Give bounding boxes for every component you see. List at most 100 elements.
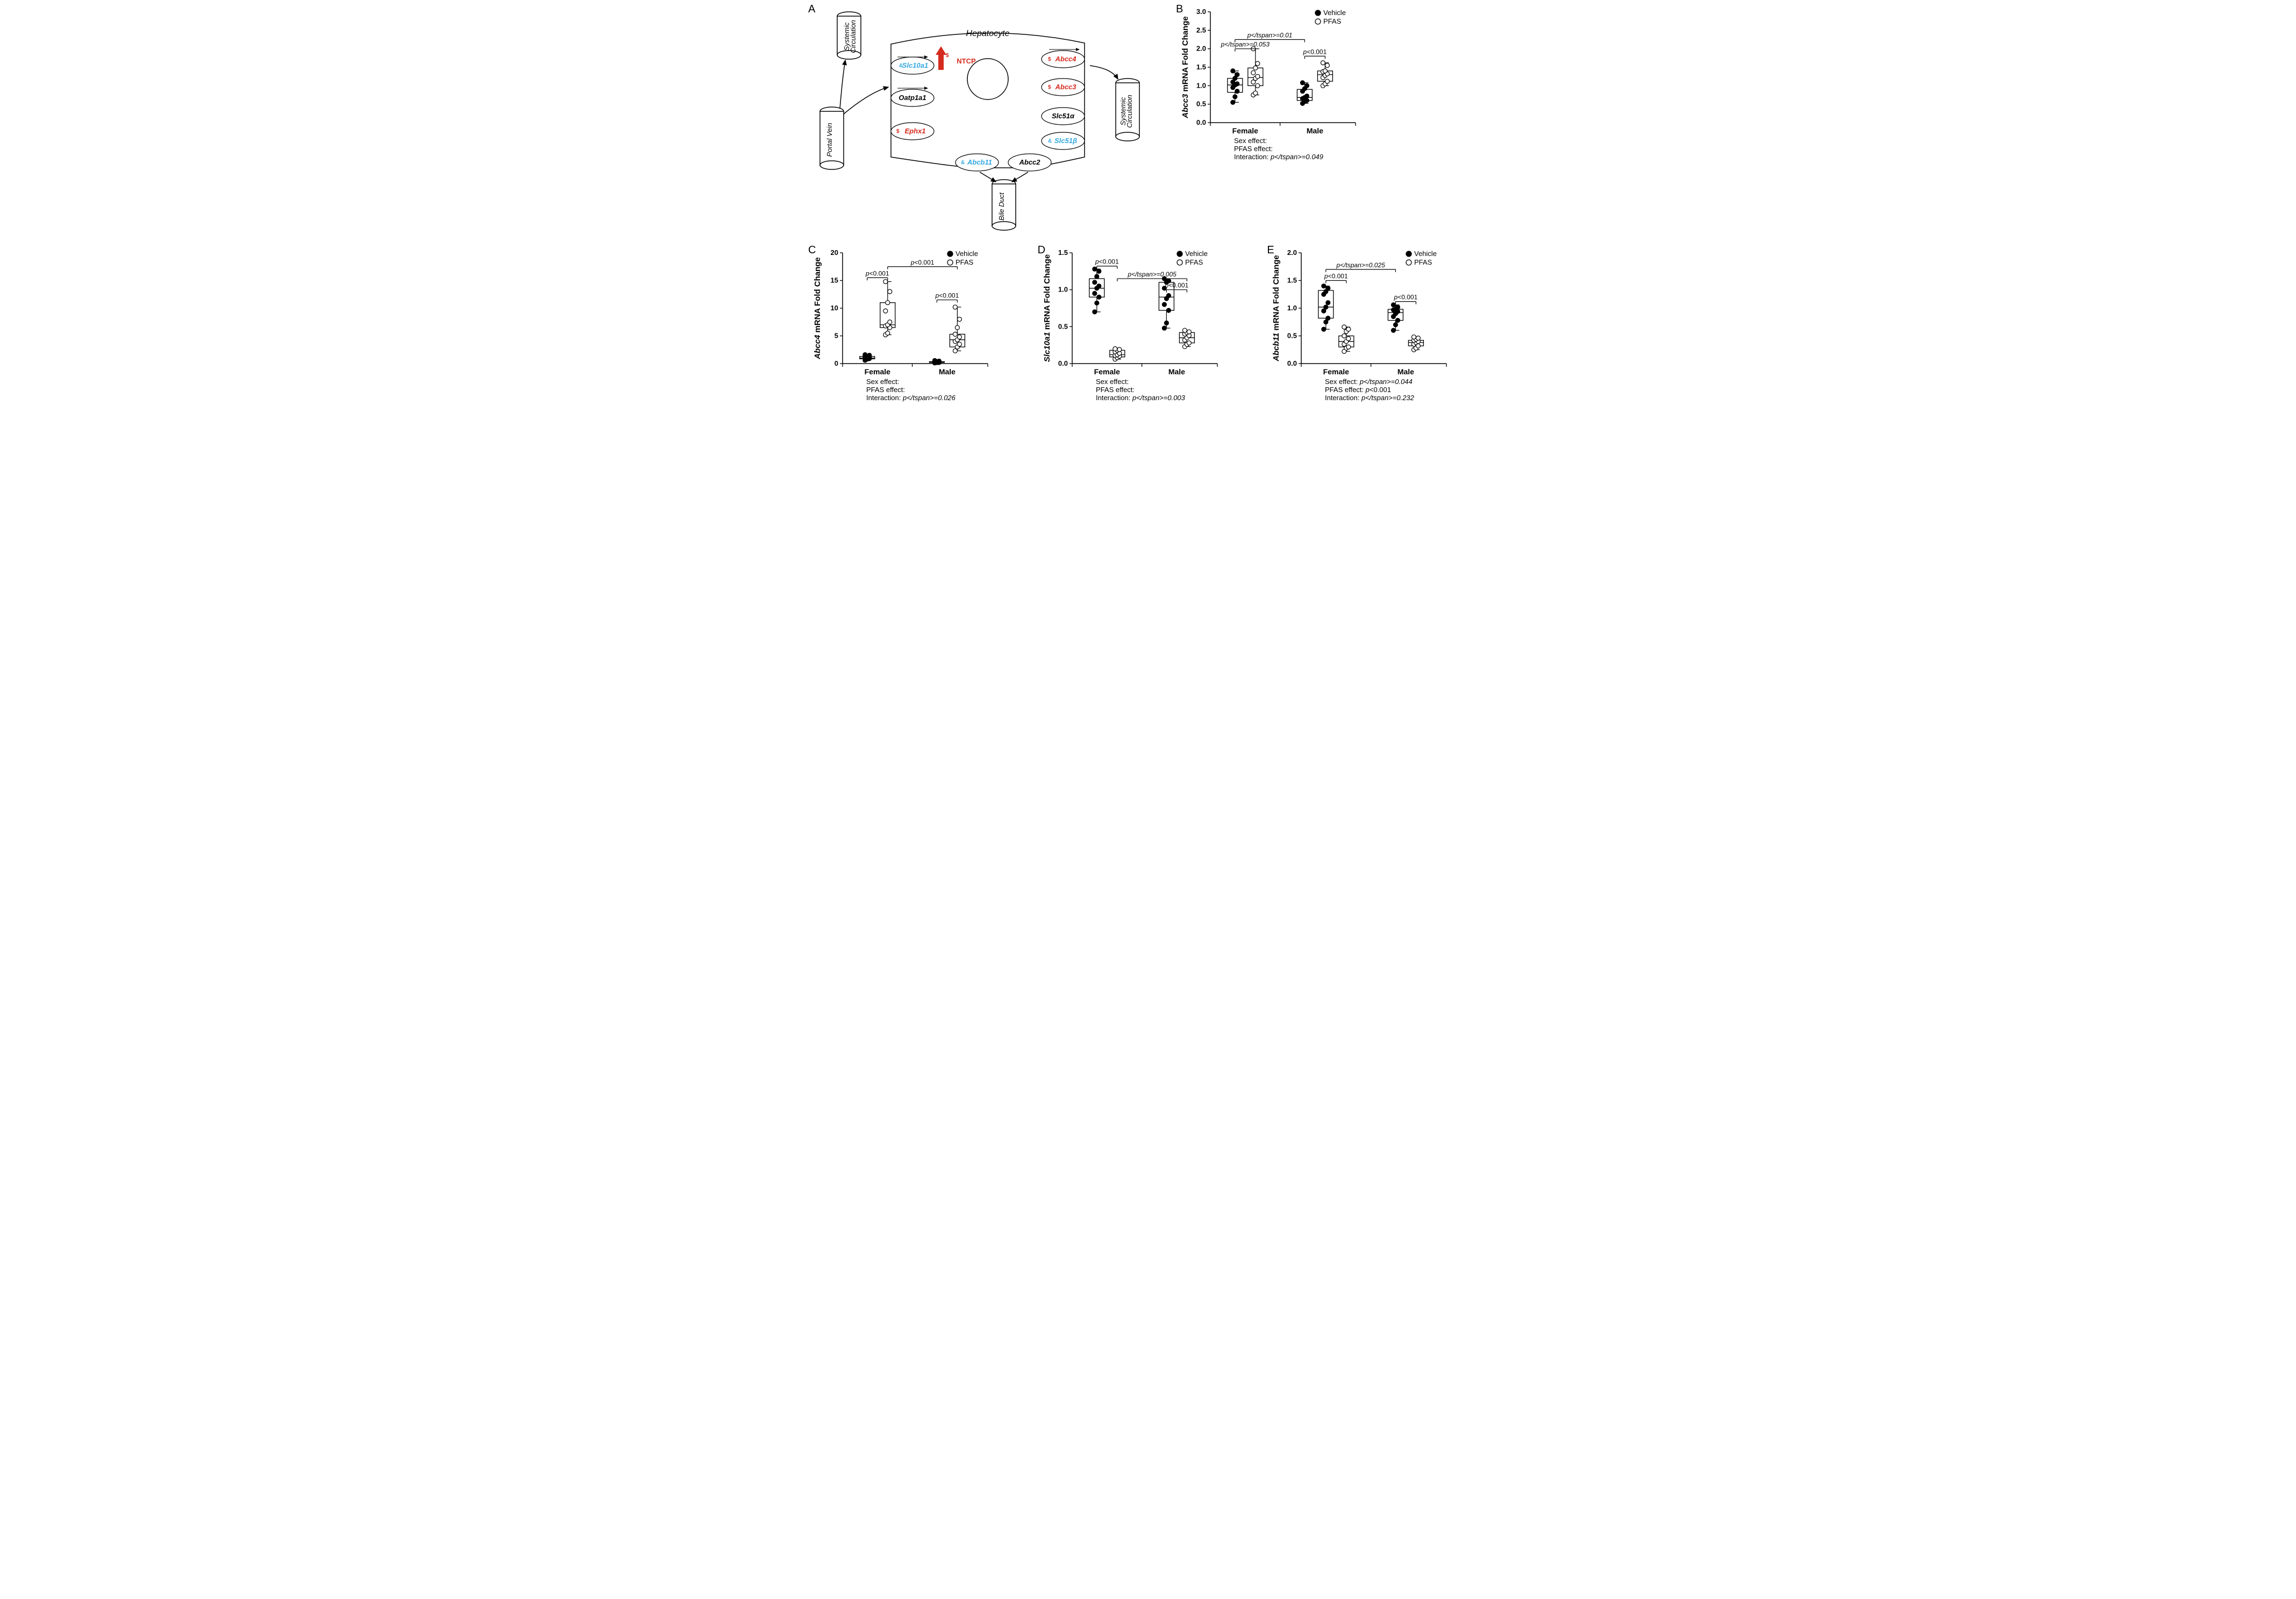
svg-text:Abcc2: Abcc2: [1018, 158, 1040, 166]
tx-slc51b: & Slc51β: [1042, 132, 1085, 150]
svg-text:p</tspan>=0.005: p</tspan>=0.005: [1127, 271, 1176, 278]
svg-text:Vehicle: Vehicle: [1323, 9, 1346, 17]
cyl-portal: Portal Vein: [820, 107, 844, 169]
hepatocyte-label: Hepatocyte: [966, 29, 1010, 38]
svg-text:PFAS: PFAS: [1323, 17, 1342, 25]
svg-text:3.0: 3.0: [1196, 8, 1206, 16]
hepatocyte-diagram: Systemic Circulation Portal Vein: [810, 6, 1154, 232]
svg-text:Abcc4 mRNA Fold Change: Abcc4 mRNA Fold Change: [813, 257, 822, 359]
svg-text:p<0.001: p<0.001: [1394, 294, 1418, 301]
chart-Abcc4: 05101520FemaleMalep<0.001p<0.001p<0.001A…: [810, 247, 1027, 428]
tx-ephx1: $ Ephx1: [891, 123, 934, 140]
svg-text:p<0.001: p<0.001: [1095, 258, 1119, 266]
txt-portal: Portal Vein: [825, 123, 833, 157]
panel-D: D 0.00.51.01.5FemaleMalep<0.001p</tspan>…: [1040, 247, 1257, 428]
svg-text:Vehicle: Vehicle: [1414, 250, 1437, 258]
arrow-portal-systemic: [840, 60, 845, 109]
svg-text:Sex effect:: Sex effect:: [1096, 378, 1129, 386]
svg-text:Slc10a1 mRNA Fold Change: Slc10a1 mRNA Fold Change: [1043, 254, 1052, 362]
tx-slc51a: Slc51α: [1042, 108, 1085, 125]
svg-text:p<0.001: p<0.001: [910, 259, 935, 266]
svg-text:15: 15: [831, 276, 838, 285]
svg-text:0: 0: [835, 359, 838, 367]
svg-text:Abcc3: Abcc3: [1054, 83, 1076, 91]
svg-text:PFAS effect:: PFAS effect:: [866, 386, 905, 394]
svg-text:Interaction: p</tspan>=0.049: Interaction: p</tspan>=0.049: [1234, 153, 1323, 161]
svg-text:10: 10: [831, 304, 838, 312]
figure-grid: A Systemic Circulation: [804, 0, 1492, 449]
svg-text:1.5: 1.5: [1058, 248, 1068, 257]
cyl-bile: Bile Duct: [992, 180, 1016, 230]
txt-sys-r2: Circulation: [1125, 95, 1133, 127]
svg-text:0.5: 0.5: [1287, 332, 1297, 340]
svg-text:2.5: 2.5: [1196, 26, 1206, 34]
txt-bile: Bile Duct: [997, 192, 1006, 221]
svg-text:Interaction: p</tspan>=0.026: Interaction: p</tspan>=0.026: [866, 394, 956, 402]
chart-Slc10a1: 0.0 0.5 1.0 1.5 Female Male p<0.001 p</tspan>=0…: [1040, 247, 1257, 428]
svg-text:$: $: [1048, 56, 1051, 62]
svg-text:Male: Male: [1397, 367, 1414, 376]
tx-abcc2: Abcc2: [1008, 154, 1051, 171]
svg-text:$: $: [1048, 84, 1051, 90]
svg-text:p</tspan>=0.01: p</tspan>=0.01: [1247, 32, 1293, 39]
svg-text:Slc51β: Slc51β: [1054, 137, 1077, 145]
svg-text:Slc10a1: Slc10a1: [902, 61, 928, 69]
arrow-abcb11-bile: [980, 172, 996, 182]
svg-text:1.0: 1.0: [1196, 81, 1206, 89]
svg-text:Abcc3 mRNA Fold Change: Abcc3 mRNA Fold Change: [1181, 16, 1190, 118]
svg-text:20: 20: [831, 248, 838, 257]
svg-text:1.0: 1.0: [1058, 286, 1068, 294]
cyl-systemic-right: Systemic Circulation: [1116, 79, 1139, 141]
svg-text:1.0: 1.0: [1287, 304, 1297, 312]
svg-text:p</tspan>=0.025: p</tspan>=0.025: [1336, 261, 1386, 269]
row-2: C 05101520FemaleMalep<0.001p<0.001p<0.00…: [810, 247, 1486, 428]
svg-text:Vehicle: Vehicle: [956, 250, 978, 258]
arrow-hep-systemic: [1090, 66, 1118, 79]
arrow-portal-hepatocyte: [844, 87, 888, 114]
panel-B: B 0.00.51.01.52.02.53.0FemaleMalep</tspa…: [1178, 6, 1486, 232]
svg-text:2.0: 2.0: [1287, 248, 1297, 257]
svg-text:p<0.001: p<0.001: [1164, 282, 1188, 289]
svg-text:p<0.001: p<0.001: [935, 292, 959, 300]
txt-systemic-top2: Circulation: [849, 20, 857, 53]
svg-text:Vehicle: Vehicle: [1185, 250, 1208, 258]
svg-text:Abcb11 mRNA Fold Change: Abcb11 mRNA Fold Change: [1272, 255, 1281, 362]
svg-text:Abcc4: Abcc4: [1054, 55, 1076, 63]
panel-C: C 05101520FemaleMalep<0.001p<0.001p<0.00…: [810, 247, 1027, 428]
tx-slc10a1: & Slc10a1: [891, 57, 934, 74]
chart-Abcb11: 0.00.51.01.52.0FemaleMalep<0.001p</tspan…: [1269, 247, 1486, 428]
svg-text:0.0: 0.0: [1196, 118, 1206, 126]
svg-text:PFAS effect:: PFAS effect:: [1096, 386, 1135, 394]
svg-text:Male: Male: [1168, 367, 1185, 376]
svg-text:p<0.001: p<0.001: [1303, 48, 1327, 55]
tx-abcc3: $ Abcc3: [1042, 79, 1085, 96]
svg-text:Ephx1: Ephx1: [904, 127, 925, 135]
svg-text:5: 5: [835, 332, 838, 340]
tx-ntcp: $ NTCP: [936, 46, 976, 70]
svg-text:0.5: 0.5: [1058, 322, 1068, 330]
svg-text:PFAS: PFAS: [1185, 258, 1203, 266]
svg-text:p</tspan>=0.053: p</tspan>=0.053: [1221, 41, 1270, 48]
svg-text:p<0.001: p<0.001: [1324, 273, 1348, 280]
svg-text:Female: Female: [865, 367, 890, 376]
svg-text:1.5: 1.5: [1287, 276, 1297, 285]
row-1: A Systemic Circulation: [810, 6, 1486, 232]
chart-Abcc3: 0.00.51.01.52.02.53.0FemaleMalep</tspan>…: [1178, 6, 1486, 187]
svg-text:Male: Male: [1307, 126, 1323, 135]
svg-text:PFAS effect: p<0.001: PFAS effect: p<0.001: [1325, 386, 1391, 394]
svg-text:Oatp1a1: Oatp1a1: [899, 94, 926, 102]
svg-text:PFAS: PFAS: [1414, 258, 1432, 266]
cyl-systemic-top: Systemic Circulation: [837, 12, 861, 59]
svg-text:Female: Female: [1323, 367, 1349, 376]
svg-text:2.0: 2.0: [1196, 45, 1206, 53]
svg-text:Female: Female: [1094, 367, 1120, 376]
panel-E: E 0.00.51.01.52.0FemaleMalep<0.001p</tsp…: [1269, 247, 1486, 428]
svg-text:Male: Male: [939, 367, 956, 376]
svg-text:0.5: 0.5: [1196, 100, 1206, 108]
svg-text:&: &: [961, 160, 965, 166]
tx-abcc4: $ Abcc4: [1042, 49, 1085, 68]
svg-text:PFAS effect:: PFAS effect:: [1234, 145, 1273, 153]
svg-text:$: $: [896, 129, 900, 134]
svg-text:0.0: 0.0: [1058, 359, 1068, 367]
tx-abcb11: & Abcb11: [956, 154, 999, 171]
